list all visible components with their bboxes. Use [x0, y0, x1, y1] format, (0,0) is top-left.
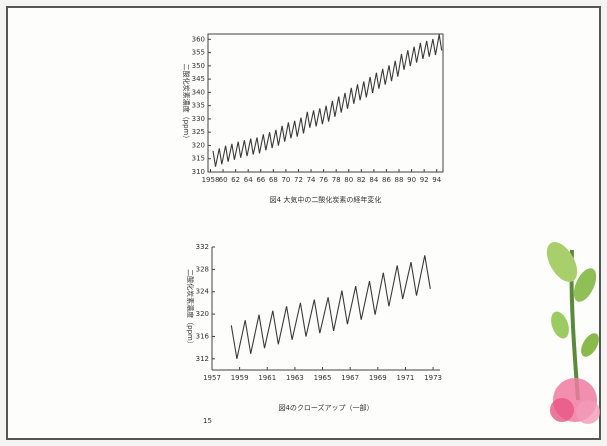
x-tick-label: 84: [369, 176, 378, 184]
figure-caption: 図4 大気中の二酸化炭素の経年変化: [270, 195, 382, 204]
page-number: 15: [203, 417, 212, 425]
y-tick-label: 335: [192, 102, 205, 110]
x-tick-label: 86: [382, 176, 391, 184]
y-tick-label: 332: [196, 243, 209, 251]
co2-line: [212, 34, 443, 167]
y-tick-label: 355: [192, 49, 205, 57]
x-tick-label: 78: [332, 176, 341, 184]
y-tick-label: 320: [196, 310, 209, 318]
plot-frame: [207, 33, 444, 173]
y-tick-label: 324: [196, 288, 210, 296]
x-tick-label: 1957: [203, 374, 221, 382]
x-tick-label: 88: [395, 176, 404, 184]
x-tick-label: 1961: [258, 374, 276, 382]
x-tick-label: 1967: [341, 374, 359, 382]
x-tick-label: 60: [219, 176, 228, 184]
x-tick-label: 1971: [397, 374, 415, 382]
x-tick-label: 94: [432, 176, 441, 184]
x-tick-label: 1958: [202, 176, 220, 184]
x-tick-label: 66: [256, 176, 265, 184]
flower-decoration: [546, 242, 600, 424]
x-tick-label: 74: [307, 176, 316, 184]
page-border: [6, 6, 601, 440]
x-tick-label: 1959: [231, 374, 249, 382]
x-tick-label: 68: [269, 176, 278, 184]
x-tick-label: 76: [319, 176, 328, 184]
y-tick-label: 325: [192, 128, 205, 136]
x-tick-label: 82: [357, 176, 366, 184]
x-tick-label: 1969: [369, 374, 387, 382]
y-tick-label: 316: [196, 332, 210, 340]
y-tick-label: 320: [192, 141, 205, 149]
x-tick-label: 90: [407, 176, 416, 184]
y-axis-label: 二酸化炭素濃度（ppm）: [186, 269, 195, 348]
x-tick-label: 1973: [424, 374, 442, 382]
x-tick-label: 70: [281, 176, 290, 184]
x-tick-label: 72: [294, 176, 303, 184]
x-tick-label: 92: [420, 176, 429, 184]
y-tick-label: 330: [192, 115, 205, 123]
y-tick-label: 310: [192, 168, 205, 176]
y-axis-label: 二酸化炭素濃度（ppm）: [182, 64, 191, 143]
y-tick-label: 345: [192, 75, 205, 83]
x-tick-label: 1963: [286, 374, 304, 382]
y-tick-label: 315: [192, 155, 205, 163]
x-tick-label: 62: [231, 176, 240, 184]
x-tick-label: 80: [344, 176, 353, 184]
y-tick-label: 328: [196, 265, 209, 273]
y-tick-label: 350: [192, 62, 205, 70]
y-tick-label: 312: [196, 355, 209, 363]
figure-caption: 図4のクローズアップ（一部）: [278, 403, 373, 412]
x-tick-label: 64: [244, 176, 253, 184]
y-tick-label: 340: [192, 88, 205, 96]
co2-line: [230, 255, 431, 359]
y-tick-label: 360: [192, 35, 205, 43]
x-tick-label: 1965: [314, 374, 332, 382]
